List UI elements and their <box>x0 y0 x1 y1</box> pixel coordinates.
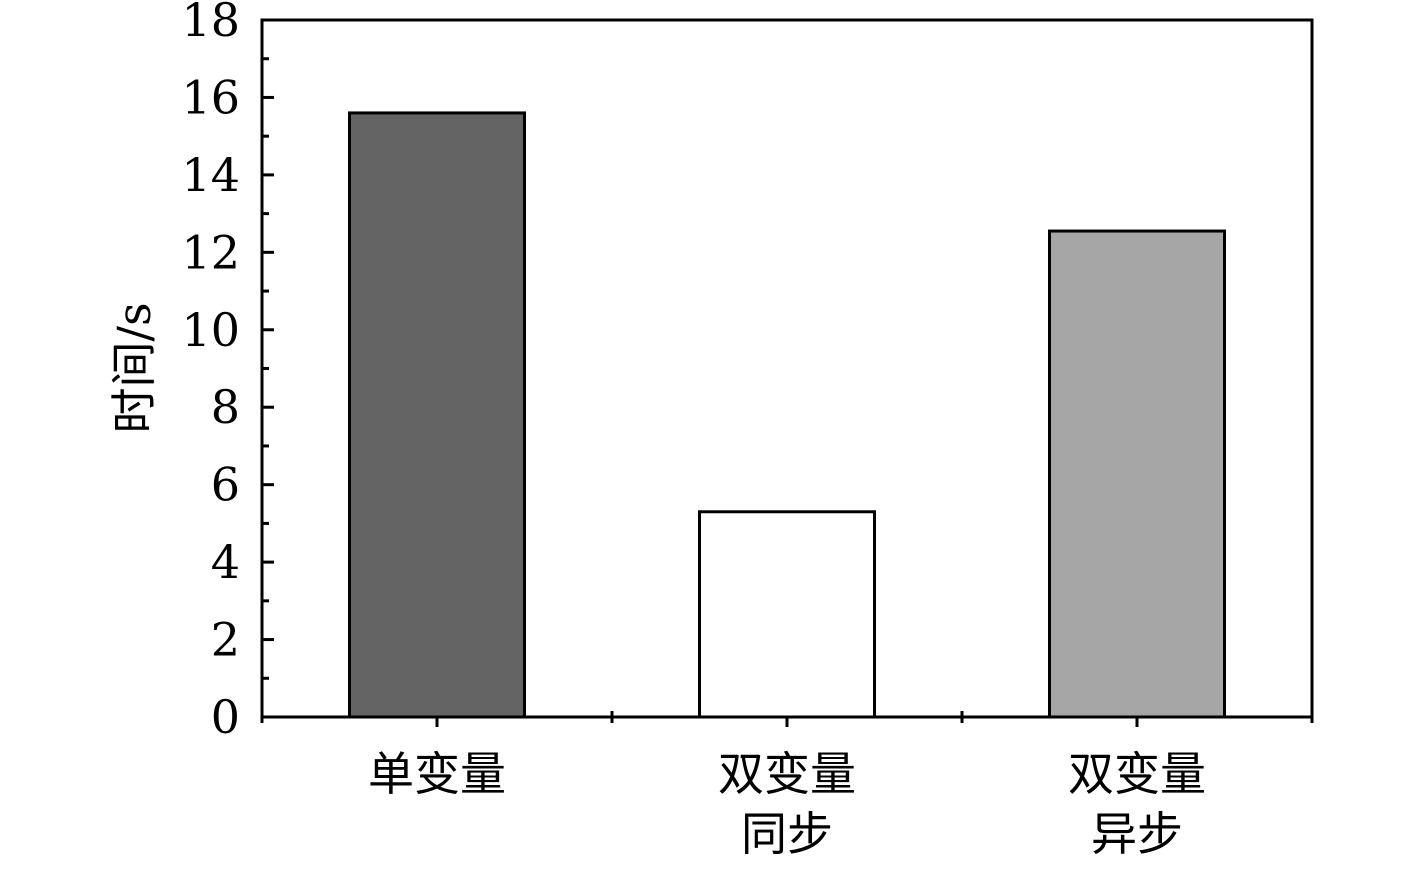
bars-layer <box>348 111 1226 719</box>
y-tick-label: 16 <box>181 70 240 124</box>
y-tick-label: 12 <box>181 225 240 279</box>
y-axis-title: 时间/s <box>107 302 161 433</box>
y-tick-label: 2 <box>211 613 240 667</box>
y-tick-label: 14 <box>181 148 240 202</box>
y-tick-label: 10 <box>181 303 240 357</box>
y-tick-label: 8 <box>211 380 240 434</box>
x-category-label: 双变量 <box>1068 747 1206 801</box>
bar-2 <box>1048 229 1226 719</box>
bar-1 <box>698 510 876 719</box>
x-category-label: 单变量 <box>368 747 506 801</box>
x-category-label: 双变量 <box>718 747 856 801</box>
bar-0 <box>348 111 526 719</box>
y-tick-label: 0 <box>211 690 240 744</box>
y-tick-label: 18 <box>181 0 240 47</box>
y-tick-label: 6 <box>211 458 240 512</box>
x-category-label: 异步 <box>1091 807 1183 861</box>
x-category-label: 同步 <box>741 807 833 861</box>
axes-layer <box>260 18 1314 727</box>
y-tick-label: 4 <box>211 535 240 589</box>
